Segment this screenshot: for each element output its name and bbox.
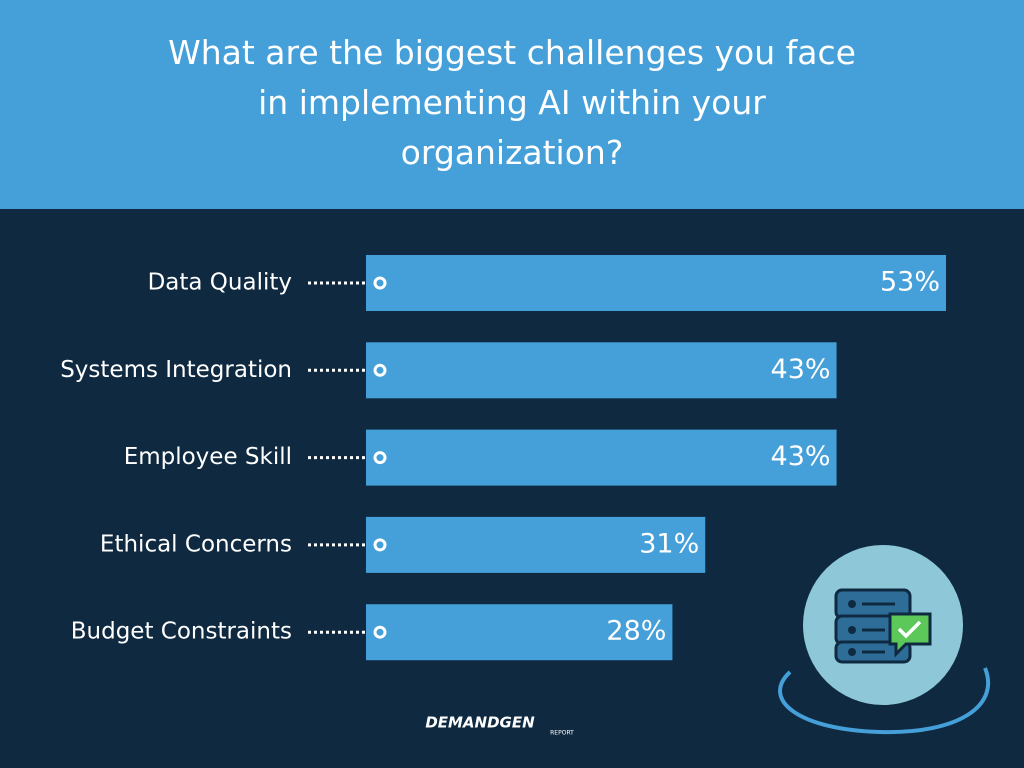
category-label: Employee Skill xyxy=(124,444,292,470)
value-label: 53% xyxy=(880,267,940,298)
title-box: What are the biggest challenges you face… xyxy=(168,33,856,172)
bar xyxy=(366,604,673,661)
chart-title: What are the biggest challenges you face… xyxy=(168,33,856,172)
marker-dot xyxy=(373,625,387,639)
marker-dot xyxy=(373,451,387,465)
bar xyxy=(366,342,837,399)
logo-subtext: REPORT xyxy=(550,730,574,737)
bar xyxy=(366,516,706,573)
category-label: Data Quality xyxy=(148,270,292,296)
bar xyxy=(366,429,837,486)
value-label: 43% xyxy=(771,354,831,385)
header-band xyxy=(0,0,1024,209)
marker-dot xyxy=(373,363,387,377)
bar xyxy=(366,255,946,311)
icon xyxy=(778,545,991,735)
marker-dot xyxy=(373,538,387,552)
category-label: Budget Constraints xyxy=(71,619,292,645)
value-label: 28% xyxy=(606,616,666,647)
value-label: 31% xyxy=(639,528,699,559)
marker-dot xyxy=(373,276,387,290)
value-label: 43% xyxy=(771,441,831,472)
category-label: Ethical Concerns xyxy=(100,531,292,557)
logo-text: DEMANDGEN xyxy=(425,714,535,732)
category-label: Systems Integration xyxy=(60,357,292,383)
